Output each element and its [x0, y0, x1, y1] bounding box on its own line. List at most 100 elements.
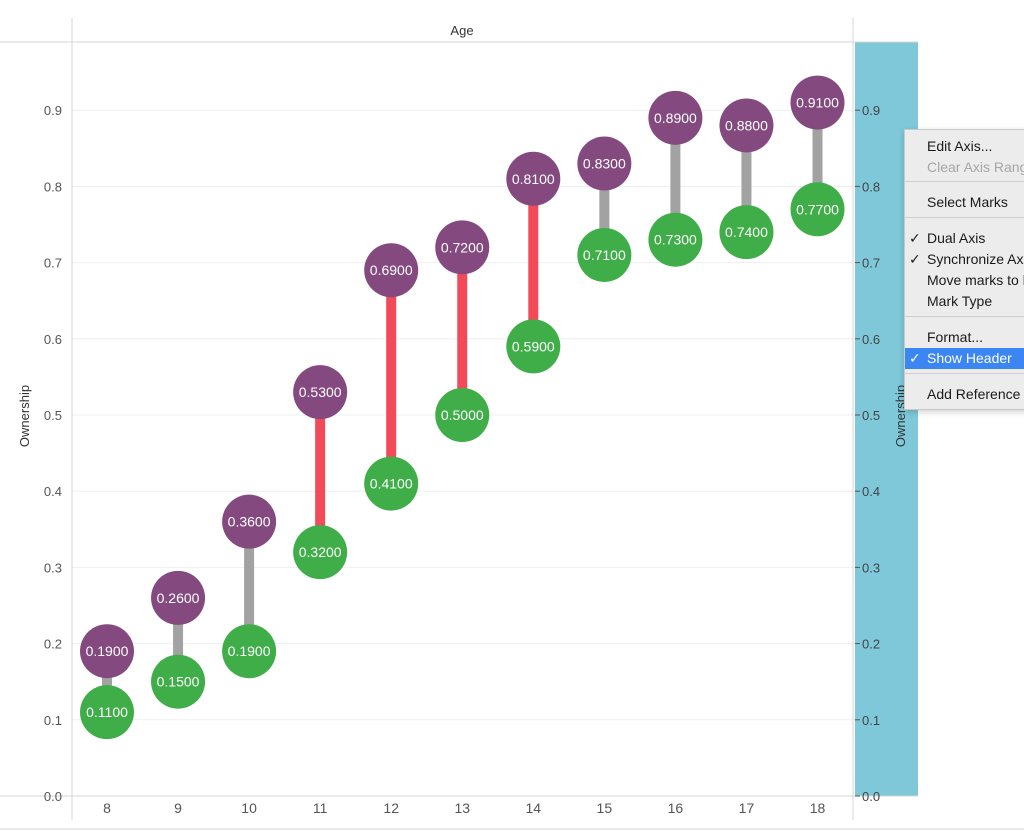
upper-data-label: 0.6900 [370, 262, 413, 278]
menu-item-mark-type[interactable]: Mark Type [905, 291, 1024, 312]
upper-dot[interactable] [648, 90, 703, 145]
upper-data-label: 0.5300 [299, 384, 342, 400]
x-tick-label: 15 [597, 800, 613, 816]
y2-axis-ticks: 0.0 0.1 0.2 0.3 0.4 0.5 0.6 0.7 0.8 0.9 [855, 103, 880, 804]
upper-data-label: 0.2600 [157, 590, 200, 606]
lower-dot[interactable] [435, 388, 490, 442]
menu-separator [905, 217, 1024, 218]
x-tick-label: 14 [526, 800, 542, 816]
menu-item-label: Synchronize Axis [927, 251, 1024, 267]
lower-dot[interactable] [151, 654, 206, 709]
axis-context-menu: Edit Axis... Clear Axis Range Select Marks… [904, 129, 1024, 410]
lower-data-label: 0.3200 [299, 544, 342, 560]
y2-tick-label: 0.5 [862, 408, 880, 423]
lower-dot[interactable] [506, 319, 561, 374]
y-tick-label: 0.7 [44, 256, 62, 271]
menu-item-label: Move marks to back [927, 272, 1024, 288]
lower-dot[interactable] [790, 182, 845, 237]
lower-dot[interactable] [719, 205, 774, 260]
upper-dot[interactable] [506, 151, 561, 206]
y2-tick-label: 0.2 [862, 637, 880, 652]
menu-item-select-marks[interactable]: Select Marks [905, 192, 1024, 213]
menu-item-move-marks-to-back[interactable]: Move marks to back [905, 270, 1024, 291]
upper-data-label: 0.9100 [796, 95, 839, 111]
y2-tick-label: 0.7 [862, 256, 880, 271]
lower-dot[interactable] [577, 227, 632, 282]
upper-data-label: 0.8800 [725, 117, 768, 133]
column-header-title: Age [450, 23, 473, 38]
upper-dot[interactable] [80, 624, 134, 679]
y2-tick-label: 0.9 [862, 103, 880, 118]
lower-data-label: 0.1500 [157, 674, 200, 690]
menu-separator [905, 373, 1024, 374]
menu-item-show-header[interactable]: ✓ Show Header [905, 348, 1024, 369]
y-axis-title: Ownership [17, 385, 32, 447]
menu-item-add-reference-line[interactable]: Add Reference Line [905, 384, 1024, 405]
y-tick-label: 0.9 [44, 103, 62, 118]
y-tick-label: 0.8 [44, 179, 62, 194]
menu-separator [905, 181, 1024, 182]
dots: 0.1900 0.2600 0.3600 0.5300 0.6900 0.7200 0.81… [80, 75, 845, 740]
menu-item-label: Edit Axis... [927, 138, 993, 154]
menu-item-synchronize-axis[interactable]: ✓ Synchronize Axis [905, 249, 1024, 270]
menu-item-label: Clear Axis Range [927, 159, 1024, 175]
y-axis-ticks: 0.0 0.1 0.2 0.3 0.4 0.5 0.6 0.7 0.8 0.9 [44, 103, 62, 804]
x-tick-label: 13 [454, 800, 470, 816]
y2-tick-label: 0.6 [862, 332, 880, 347]
y2-tick-label: 0.8 [862, 179, 880, 194]
menu-item-clear-axis-range: Clear Axis Range [905, 157, 1024, 178]
y2-tick-label: 0.0 [862, 789, 880, 804]
x-tick-label: 11 [313, 800, 328, 816]
lower-dot[interactable] [222, 624, 277, 679]
checkmark-icon: ✓ [909, 350, 921, 366]
chart-frame [0, 18, 1024, 830]
lower-dot[interactable] [293, 525, 348, 580]
menu-item-label: Show Header [927, 350, 1012, 366]
y-tick-label: 0.0 [44, 789, 62, 804]
upper-dot[interactable] [222, 494, 277, 549]
menu-item-label: Format... [927, 329, 984, 345]
upper-dot[interactable] [293, 365, 348, 420]
lower-dot[interactable] [364, 456, 419, 511]
upper-dot[interactable] [719, 98, 774, 153]
y2-tick-label: 0.1 [862, 713, 880, 728]
upper-dot[interactable] [790, 75, 845, 130]
x-tick-label: 16 [668, 800, 684, 816]
menu-item-format[interactable]: Format... [905, 327, 1024, 348]
lower-data-label: 0.1100 [86, 704, 128, 720]
upper-data-label: 0.8100 [512, 171, 555, 187]
menu-item-dual-axis[interactable]: ✓ Dual Axis [905, 228, 1024, 249]
lower-data-label: 0.4100 [370, 476, 413, 492]
lower-data-label: 0.7300 [654, 232, 697, 248]
upper-data-label: 0.7200 [441, 239, 484, 255]
y-tick-label: 0.6 [44, 332, 62, 347]
y-tick-label: 0.4 [44, 484, 62, 499]
y2-tick-label: 0.3 [862, 560, 880, 575]
menu-item-edit-axis[interactable]: Edit Axis... [905, 136, 1024, 157]
y-tick-label: 0.3 [44, 560, 62, 575]
menu-separator [905, 316, 1024, 317]
y-tick-label: 0.1 [44, 713, 62, 728]
lower-data-label: 0.5900 [512, 338, 555, 354]
lower-dot[interactable] [648, 212, 703, 267]
x-tick-label: 8 [103, 800, 111, 816]
lower-data-label: 0.7400 [725, 224, 768, 240]
lower-data-label: 0.7100 [583, 247, 626, 263]
y-tick-label: 0.5 [44, 408, 62, 423]
upper-dot[interactable] [435, 220, 490, 275]
upper-dot[interactable] [151, 570, 206, 625]
menu-item-label: Add Reference Line [927, 386, 1024, 402]
lower-dot[interactable] [80, 685, 134, 740]
x-axis-ticks: 8 9 10 11 12 13 14 15 16 17 18 [103, 800, 825, 816]
x-tick-label: 18 [810, 800, 826, 816]
x-tick-label: 17 [739, 800, 755, 816]
x-tick-label: 10 [241, 800, 257, 816]
checkmark-icon: ✓ [909, 251, 921, 267]
upper-dot[interactable] [577, 136, 632, 191]
x-tick-label: 12 [383, 800, 399, 816]
y-tick-label: 0.2 [44, 637, 62, 652]
lower-data-label: 0.5000 [441, 407, 484, 423]
menu-item-label: Mark Type [927, 293, 993, 309]
upper-dot[interactable] [364, 243, 419, 298]
